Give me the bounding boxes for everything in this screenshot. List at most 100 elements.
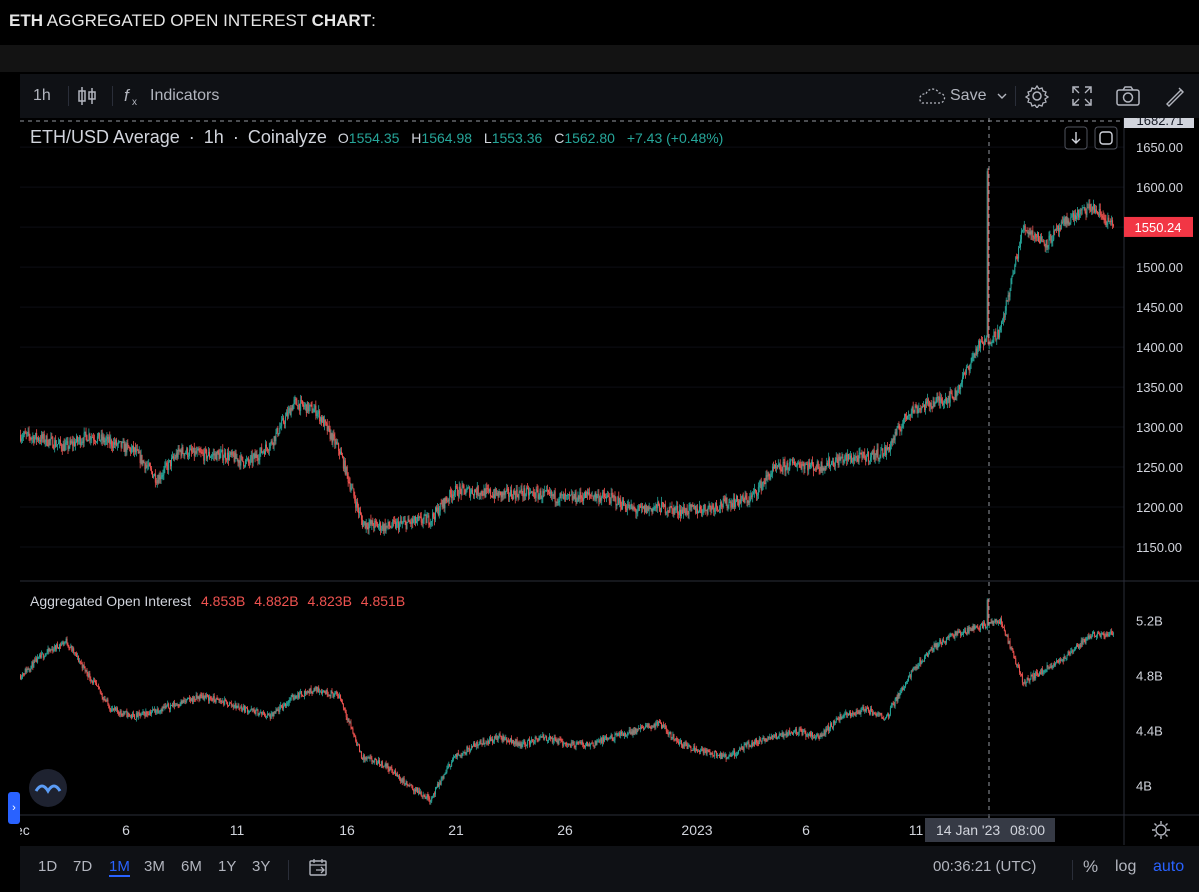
price-candle [782, 462, 784, 472]
oi-candle [887, 714, 889, 717]
price-candle [1011, 275, 1013, 279]
oi-candle [1005, 635, 1007, 637]
oi-candle [617, 733, 619, 737]
save-options-button[interactable] [996, 74, 1008, 118]
oi-candle [564, 743, 566, 745]
price-axis: 1650.001600.001550.001500.001450.001400.… [1136, 140, 1183, 555]
oi-candle [457, 753, 459, 756]
oi-candle [582, 741, 584, 745]
range-button-1y[interactable]: 1Y [218, 858, 237, 875]
price-candle [309, 404, 311, 407]
oi-candle [518, 742, 520, 746]
chart-canvas[interactable]: 1650.001600.001550.001500.001450.001400.… [15, 112, 1199, 845]
maximize-pane-button[interactable] [1094, 126, 1118, 150]
range-button-6m[interactable]: 6M [181, 858, 202, 875]
price-candle [757, 487, 759, 496]
price-candle [378, 525, 380, 528]
oi-candle [282, 706, 284, 709]
range-button-1d[interactable]: 1D [38, 858, 58, 875]
oi-candle [1099, 634, 1101, 638]
price-candle [774, 464, 776, 469]
price-candle [942, 401, 944, 405]
oi-candle [736, 753, 738, 755]
price-candle [609, 500, 611, 504]
price-candle [494, 488, 496, 498]
price-candle [524, 488, 526, 496]
oi-candle [912, 668, 914, 671]
price-candle [795, 465, 797, 467]
price-candle [1100, 211, 1102, 216]
oi-title[interactable]: Aggregated Open Interest [30, 593, 192, 609]
range-button-3y[interactable]: 3Y [252, 858, 271, 875]
legend-interval: 1h [203, 127, 224, 147]
oi-candle [138, 712, 140, 714]
percent-toggle[interactable]: % [1083, 857, 1099, 876]
screenshot-button[interactable] [1115, 74, 1141, 118]
price-candle [959, 384, 961, 390]
log-toggle[interactable]: log [1115, 858, 1137, 875]
auto-toggle[interactable]: auto [1153, 858, 1185, 875]
price-candle [397, 521, 399, 523]
range-button-7d[interactable]: 7D [73, 858, 93, 875]
save-button[interactable]: Save [916, 74, 986, 118]
oi-candle [556, 740, 558, 743]
price-candle [256, 454, 258, 458]
oi-candle [586, 741, 588, 746]
utc-clock[interactable]: 00:36:21 (UTC) [933, 858, 1037, 875]
drawing-button[interactable] [1164, 74, 1186, 118]
oi-candle [1108, 633, 1110, 637]
oi-candle [520, 743, 522, 747]
oi-candle [721, 754, 723, 759]
oi-candle [547, 740, 549, 741]
price-candle [182, 447, 184, 454]
oi-candle [96, 685, 98, 687]
price-candle [130, 448, 132, 453]
price-candle [107, 436, 109, 443]
oi-candle [789, 730, 791, 735]
chart-area[interactable]: 1650.001600.001550.001500.001450.001400.… [15, 112, 1199, 845]
price-candle [975, 348, 977, 355]
price-candle [213, 453, 215, 456]
data-source: Coinalyze [247, 127, 327, 147]
price-candle [200, 452, 202, 454]
range-button-3m[interactable]: 3M [144, 858, 165, 875]
price-candle [889, 445, 891, 451]
fullscreen-button[interactable] [1071, 74, 1093, 118]
price-candle [88, 433, 90, 441]
oi-candle [55, 645, 57, 650]
price-candle [225, 452, 227, 460]
oi-candle [808, 734, 810, 736]
oi-candle [382, 765, 384, 767]
tradingview-logo[interactable] [29, 769, 67, 807]
symbol-name[interactable]: ETH/USD Average [30, 127, 180, 147]
oi-candle [234, 703, 236, 707]
oi-candle [192, 696, 194, 703]
chart-type-button[interactable] [76, 74, 98, 118]
oi-candle [362, 755, 364, 760]
price-candle [963, 372, 965, 374]
settings-button[interactable] [1025, 74, 1049, 118]
price-candle [1041, 240, 1043, 242]
oi-candle [404, 783, 406, 785]
oi-candle [136, 713, 138, 718]
interval-button[interactable]: 1h [33, 74, 51, 118]
price-candle [438, 511, 440, 516]
range-button-1m[interactable]: 1M [109, 858, 130, 877]
date-range-button[interactable] [308, 858, 330, 883]
scroll-to-realtime-button[interactable] [1064, 126, 1088, 150]
oi-candle [475, 742, 477, 747]
oi-candle [705, 750, 707, 754]
oi-candle [352, 728, 354, 733]
price-candle [516, 489, 518, 496]
price-candle [529, 491, 531, 493]
oi-candle [198, 696, 200, 700]
price-candle [859, 452, 861, 454]
price-candle [86, 435, 88, 442]
timezone-settings-button[interactable] [1152, 821, 1170, 839]
oi-candle [948, 635, 950, 638]
price-candle [800, 466, 802, 470]
oi-candle [392, 770, 394, 773]
side-panel-toggle[interactable]: › [8, 792, 20, 824]
price-candle [769, 476, 771, 480]
